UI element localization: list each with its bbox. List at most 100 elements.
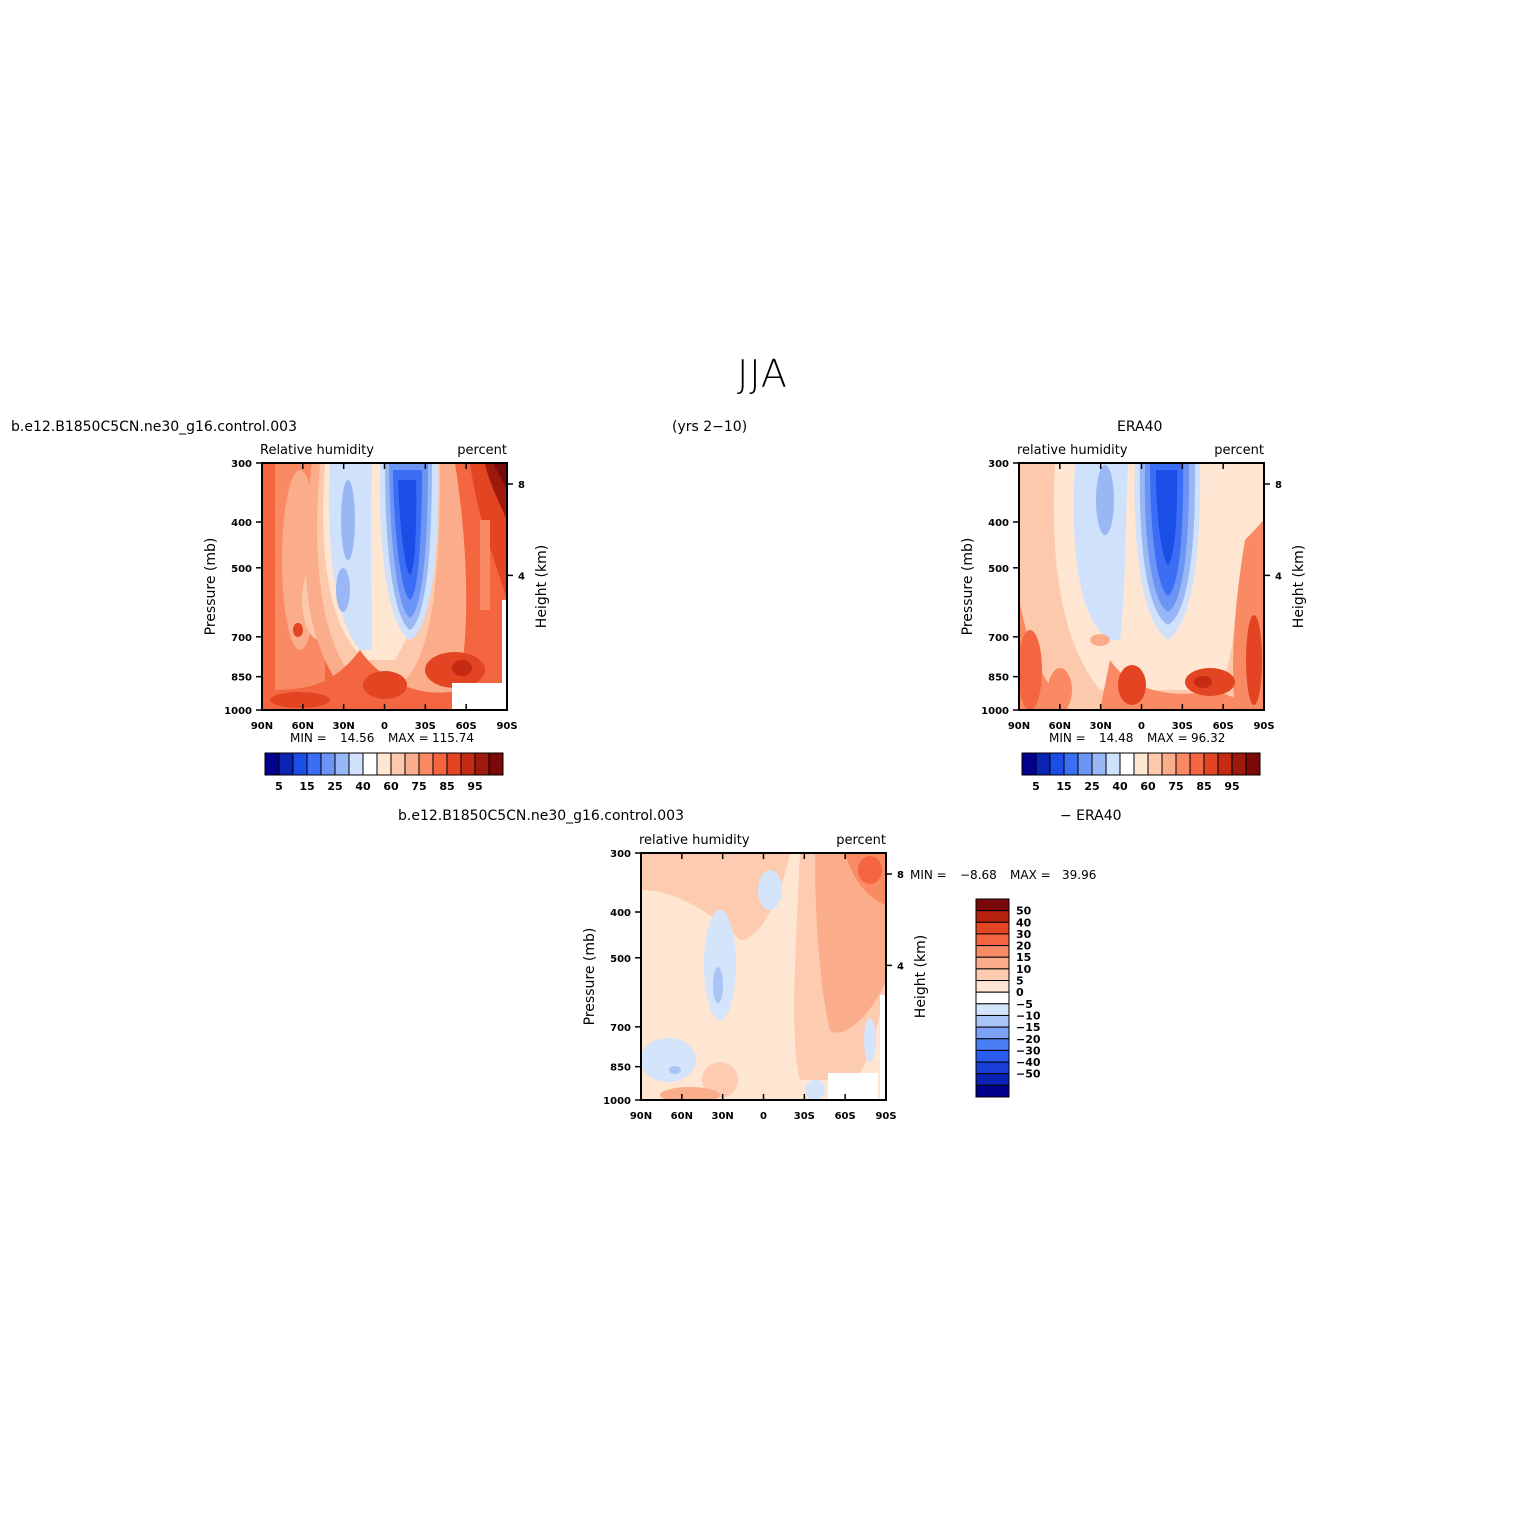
colorbar-label: 50 — [1016, 905, 1032, 918]
y-tick-label: 500 — [988, 564, 1009, 575]
colorbar-cell — [376, 752, 392, 776]
y-axis-title: Pressure (mb) — [960, 538, 976, 636]
colorbar-cell — [975, 1049, 1010, 1063]
colorbar-cell — [264, 752, 280, 776]
max-label: MAX = — [1147, 731, 1188, 745]
variable-label: relative humidity — [639, 833, 750, 848]
y2-axis-title: Height (km) — [913, 935, 929, 1018]
y-axis-title: Pressure (mb) — [582, 928, 598, 1026]
colorbar-label: 25 — [1084, 780, 1099, 793]
colorbar-cell — [1161, 752, 1177, 776]
x-tick-label: 90N — [1008, 721, 1030, 732]
colorbar-cell — [975, 1084, 1010, 1098]
y-tick-label: 500 — [610, 954, 631, 965]
x-tick-label: 90N — [251, 721, 273, 732]
colorbar-label: 40 — [355, 780, 371, 793]
colorbar-cell — [1189, 752, 1205, 776]
colorbar-label: 40 — [1016, 916, 1032, 929]
colorbar-label: −15 — [1016, 1021, 1041, 1034]
colorbar-cell — [1035, 752, 1051, 776]
x-tick-label: 30S — [1172, 721, 1193, 732]
page-title: JJA — [737, 352, 788, 396]
units-label: percent — [457, 443, 507, 458]
min-value: 14.56 — [340, 731, 374, 745]
y2-tick-label: 4 — [1275, 571, 1282, 582]
colorbar-cell — [418, 752, 434, 776]
colorbar-label: 15 — [1016, 951, 1031, 964]
colorbar-label: 15 — [299, 780, 314, 793]
x-tick-label: 60S — [835, 1111, 856, 1122]
y-tick-label: 1000 — [981, 706, 1009, 717]
y-tick-label: 700 — [231, 633, 252, 644]
y-tick-label: 400 — [231, 518, 252, 529]
colorbar-label: −5 — [1016, 998, 1033, 1011]
colorbar-label: 75 — [411, 780, 426, 793]
colorbar-cell — [334, 752, 350, 776]
colorbar-cell — [1147, 752, 1163, 776]
colorbar-label: 95 — [467, 780, 482, 793]
y-tick-label: 300 — [610, 849, 631, 860]
y2-tick-label: 4 — [897, 961, 904, 972]
y-tick-label: 400 — [610, 908, 631, 919]
colorbar-label: 85 — [439, 780, 454, 793]
y-axis-title: Pressure (mb) — [203, 538, 219, 636]
max-label: MAX = — [1010, 868, 1051, 882]
colorbar-label: 40 — [1112, 780, 1128, 793]
colorbar-label: 20 — [1016, 940, 1032, 953]
colorbar-cell — [1049, 752, 1065, 776]
colorbar-label: 60 — [1140, 780, 1156, 793]
colorbar-cell — [975, 968, 1010, 982]
colorbar-cell — [1231, 752, 1247, 776]
x-tick-label: 30S — [415, 721, 436, 732]
colorbar-label: 0 — [1016, 986, 1024, 999]
diff-case-label: b.e12.B1850C5CN.ne30_g16.control.003 — [398, 808, 684, 824]
colorbar-label: 5 — [275, 780, 283, 793]
colorbar-label: −10 — [1016, 1009, 1041, 1022]
colorbar-cell — [1063, 752, 1079, 776]
colorbar-cell — [975, 945, 1010, 958]
colorbar-cell — [975, 1038, 1010, 1051]
y2-tick-label: 8 — [897, 870, 904, 881]
y-tick-label: 300 — [988, 459, 1009, 470]
colorbar-cell — [348, 752, 364, 776]
variable-label: relative humidity — [1017, 443, 1128, 458]
min-label: MIN = — [290, 731, 327, 745]
min-label: MIN = — [1049, 731, 1086, 745]
colorbar-cell — [975, 956, 1010, 970]
min-label: MIN = — [910, 868, 947, 882]
colorbar-label: −30 — [1016, 1044, 1041, 1057]
min-value: 14.48 — [1099, 731, 1133, 745]
colorbar-label: 10 — [1016, 963, 1032, 976]
x-tick-label: 90S — [1253, 721, 1274, 732]
y-tick-label: 1000 — [224, 706, 252, 717]
panel-obs-field — [1019, 463, 1264, 710]
colorbar-cell — [474, 752, 490, 776]
colorbar-cell — [1091, 752, 1107, 776]
max-label: MAX = — [388, 731, 429, 745]
x-tick-label: 60N — [292, 721, 314, 732]
x-tick-label: 0 — [760, 1111, 767, 1122]
y2-tick-label: 8 — [518, 480, 525, 491]
colorbar-cell — [306, 752, 322, 776]
colorbar-cell — [390, 752, 406, 776]
y2-axis-title: Height (km) — [534, 545, 550, 628]
x-tick-label: 0 — [1138, 721, 1145, 732]
colorbar-cell — [1175, 752, 1191, 776]
colorbar-cell — [975, 933, 1010, 947]
colorbar-cell — [1021, 752, 1037, 776]
x-tick-label: 30N — [1090, 721, 1112, 732]
x-tick-label: 60S — [456, 721, 477, 732]
colorbar-cell — [1133, 752, 1149, 776]
colorbar-cell — [975, 1061, 1010, 1075]
colorbar-cell — [1105, 752, 1121, 776]
colorbar-cell — [975, 921, 1010, 935]
y-tick-label: 500 — [231, 564, 252, 575]
x-tick-label: 0 — [381, 721, 388, 732]
obs-name-label: ERA40 — [1117, 419, 1163, 435]
max-value: 115.74 — [432, 731, 474, 745]
colorbar-cell — [1203, 752, 1219, 776]
colorbar-cell — [488, 752, 504, 776]
case-name-label: b.e12.B1850C5CN.ne30_g16.control.003 — [11, 419, 297, 435]
colorbar-cell — [975, 980, 1010, 993]
